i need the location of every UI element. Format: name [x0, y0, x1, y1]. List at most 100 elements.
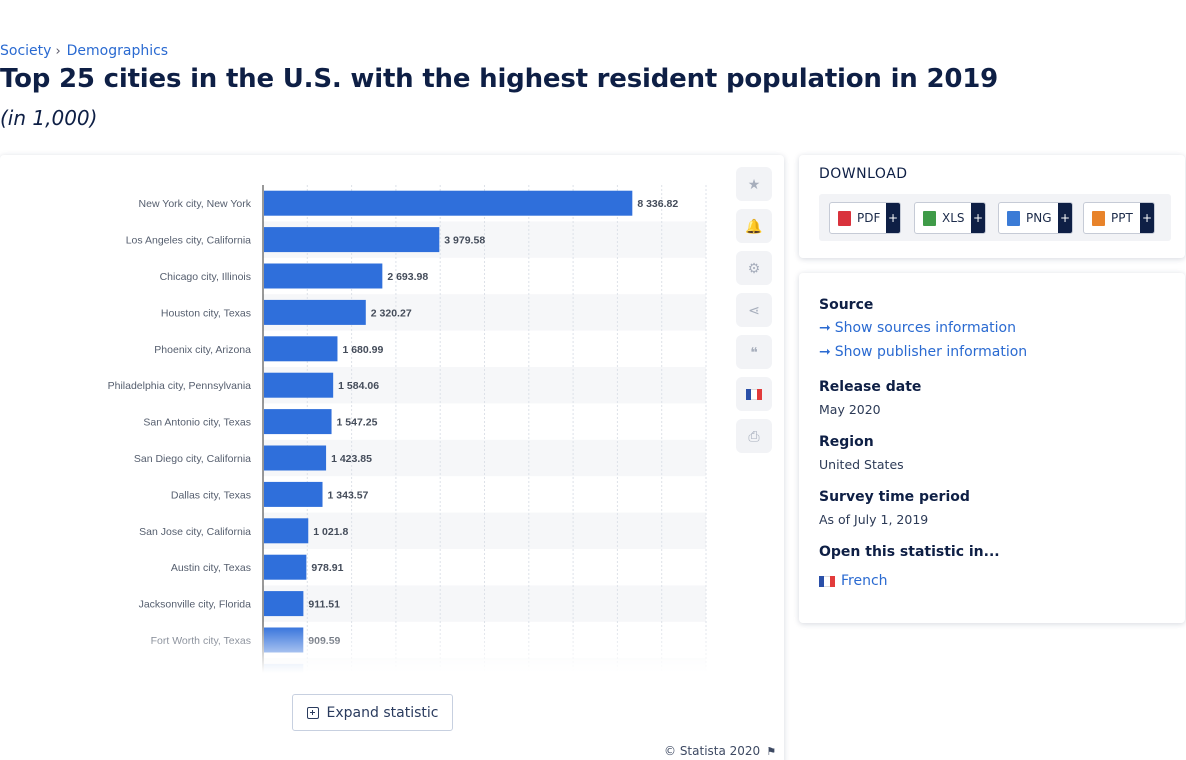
open-in-french-link[interactable]: French: [819, 573, 888, 589]
bar: [264, 299, 366, 325]
data-label: 1 547.25: [337, 417, 378, 429]
page-subtitle: (in 1,000): [0, 106, 98, 130]
bar: [264, 336, 338, 362]
pdf-label: PDF: [857, 211, 881, 225]
french-label: French: [841, 573, 888, 589]
bar: [264, 372, 334, 398]
breadcrumb-separator: ›: [55, 44, 61, 59]
print-glyph: ⎙: [748, 427, 760, 444]
page-title: Top 25 cities in the U.S. with the highe…: [0, 64, 999, 94]
category-label: Fort Worth city, Texas: [151, 635, 251, 647]
bar: [264, 627, 304, 653]
release-date-value: May 2020: [819, 402, 881, 417]
source-heading: Source: [819, 297, 874, 313]
show-sources-link[interactable]: ➞ Show sources information: [819, 320, 1016, 336]
category-label: San Jose city, California: [139, 526, 251, 538]
show-publisher-label: Show publisher information: [834, 344, 1028, 360]
show-publisher-link[interactable]: ➞ Show publisher information: [819, 344, 1027, 360]
bar: [264, 190, 633, 216]
bar: [264, 227, 440, 253]
download-title: DOWNLOAD: [819, 166, 908, 182]
favorite-star-icon[interactable]: ★: [736, 167, 772, 201]
category-label: Chicago city, Illinois: [160, 271, 251, 283]
data-label: 978.91: [311, 562, 343, 574]
open-in-heading: Open this statistic in...: [819, 544, 1000, 560]
category-label: Austin city, Texas: [171, 562, 251, 574]
share-icon[interactable]: ⋖: [736, 293, 772, 327]
ppt-file-icon: [1092, 210, 1105, 226]
data-label: 1 423.85: [331, 453, 372, 465]
bar-chart: New York city, New York 8 336.82 Los Angel…: [108, 185, 707, 673]
bar: [264, 591, 304, 617]
bar: [264, 409, 332, 435]
arrow-right-icon: ➞: [819, 344, 831, 360]
download-xls-button[interactable]: XLS +: [914, 202, 986, 234]
xls-file-icon: [923, 210, 936, 226]
region-heading: Region: [819, 434, 874, 450]
breadcrumb-society-link[interactable]: Society: [0, 43, 52, 59]
show-sources-label: Show sources information: [834, 320, 1016, 336]
settings-gear-icon[interactable]: ⚙: [736, 251, 772, 285]
survey-period-heading: Survey time period: [819, 489, 970, 505]
bar-continuation: [264, 663, 304, 673]
region-value: United States: [819, 457, 904, 472]
png-plus-icon[interactable]: +: [1058, 203, 1072, 233]
report-flag-icon[interactable]: ⚑: [766, 745, 777, 758]
data-label: 1 343.57: [328, 489, 369, 501]
chart-card: New York city, New York 8 336.82 Los Angel…: [0, 155, 784, 760]
pdf-file-icon: [838, 210, 851, 226]
notification-bell-icon[interactable]: 🔔: [736, 209, 772, 243]
ppt-plus-icon[interactable]: +: [1140, 203, 1154, 233]
french-flag-icon: [819, 575, 835, 587]
data-label: 1 584.06: [338, 380, 379, 392]
png-file-icon: [1007, 210, 1020, 226]
download-ppt-button[interactable]: PPT +: [1083, 202, 1155, 234]
ppt-label: PPT: [1111, 211, 1133, 225]
data-label: 3 979.58: [444, 235, 485, 247]
bar: [264, 554, 307, 580]
chart-area: New York city, New York 8 336.82 Los Angel…: [0, 155, 720, 673]
category-label: Jacksonville city, Florida: [139, 599, 252, 611]
download-card: DOWNLOAD PDF + XLS + PNG + PPT +: [799, 155, 1185, 258]
png-label: PNG: [1026, 211, 1052, 225]
gear-glyph: ⚙: [747, 259, 761, 276]
data-label: 1 680.99: [342, 344, 383, 356]
xls-plus-icon[interactable]: +: [971, 203, 985, 233]
bar: [264, 481, 323, 507]
print-icon[interactable]: ⎙: [736, 419, 772, 453]
row-band: [263, 585, 706, 622]
download-buttons-row: PDF + XLS + PNG + PPT +: [819, 194, 1171, 241]
data-label: 1 021.8: [313, 526, 348, 538]
data-label: 911.51: [308, 599, 340, 611]
expand-statistic-button[interactable]: Expand statistic: [292, 694, 453, 731]
category-label: New York city, New York: [139, 198, 252, 210]
category-label: San Antonio city, Texas: [143, 417, 251, 429]
share-glyph: ⋖: [748, 301, 760, 318]
chart-toolbar: ★ 🔔 ⚙ ⋖ ❝ ⎙: [736, 167, 772, 461]
data-label: 2 320.27: [371, 307, 412, 319]
download-png-button[interactable]: PNG +: [998, 202, 1073, 234]
citation-quote-icon[interactable]: ❝: [736, 335, 772, 369]
expand-label: Expand statistic: [326, 704, 439, 721]
category-label: San Diego city, California: [134, 453, 251, 465]
category-label: Philadelphia city, Pennsylvania: [108, 380, 252, 392]
pdf-plus-icon[interactable]: +: [886, 203, 900, 233]
bar: [264, 263, 383, 289]
french-flag-icon[interactable]: [736, 377, 772, 411]
copyright-text: © Statista 2020 ⚑: [664, 744, 776, 758]
data-label: 2 693.98: [387, 271, 428, 283]
bar: [264, 445, 327, 471]
breadcrumb-demographics-link[interactable]: Demographics: [66, 43, 169, 59]
data-label: 909.59: [308, 635, 340, 647]
category-label: Los Angeles city, California: [126, 235, 251, 247]
download-pdf-button[interactable]: PDF +: [829, 202, 901, 234]
bar: [264, 518, 309, 544]
quote-glyph: ❝: [750, 343, 758, 360]
survey-period-value: As of July 1, 2019: [819, 512, 929, 527]
release-date-heading: Release date: [819, 379, 922, 395]
bell-glyph: 🔔: [745, 217, 763, 234]
category-label: Houston city, Texas: [161, 307, 251, 319]
category-label: Phoenix city, Arizona: [154, 344, 251, 356]
arrow-right-icon: ➞: [819, 320, 831, 336]
flag-shape: [746, 388, 762, 400]
